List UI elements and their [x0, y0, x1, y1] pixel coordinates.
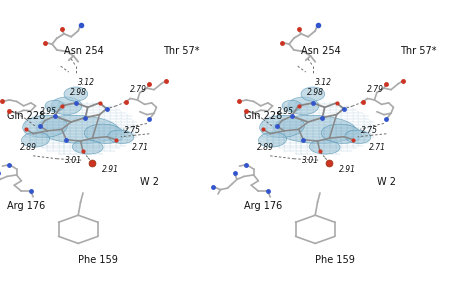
Text: 2.89: 2.89	[257, 143, 274, 151]
Ellipse shape	[282, 100, 301, 111]
Ellipse shape	[51, 97, 82, 115]
Ellipse shape	[23, 115, 67, 138]
Text: W 2: W 2	[140, 177, 159, 187]
Text: Thr 57*: Thr 57*	[401, 46, 437, 56]
Text: 2.75: 2.75	[124, 126, 141, 135]
Ellipse shape	[73, 140, 103, 154]
Text: Thr 57*: Thr 57*	[164, 46, 200, 56]
Text: Phe 159: Phe 159	[315, 255, 355, 265]
Ellipse shape	[301, 87, 325, 101]
Ellipse shape	[274, 115, 356, 143]
Ellipse shape	[260, 115, 304, 138]
Text: 3.12: 3.12	[315, 78, 332, 87]
Ellipse shape	[45, 100, 64, 111]
Text: 2.98: 2.98	[70, 88, 87, 97]
Text: Gln 228: Gln 228	[244, 111, 283, 121]
Text: 2.79: 2.79	[130, 85, 147, 94]
Ellipse shape	[21, 132, 50, 147]
Text: 2.98: 2.98	[307, 88, 324, 97]
Text: 2.75: 2.75	[361, 126, 378, 135]
Ellipse shape	[310, 140, 340, 154]
Text: 2.89: 2.89	[20, 143, 37, 151]
Text: Asn 254: Asn 254	[64, 46, 104, 56]
Ellipse shape	[37, 115, 119, 143]
Ellipse shape	[258, 132, 287, 147]
Ellipse shape	[288, 97, 319, 115]
Ellipse shape	[64, 87, 88, 101]
Text: 2.71: 2.71	[132, 143, 149, 151]
Text: Phe 159: Phe 159	[78, 255, 118, 265]
Ellipse shape	[108, 130, 134, 143]
Text: 2.79: 2.79	[367, 85, 384, 94]
Text: Gln 228: Gln 228	[7, 111, 46, 121]
Text: 2.91: 2.91	[339, 165, 356, 173]
Text: Arg 176: Arg 176	[7, 201, 46, 211]
Text: 3.12: 3.12	[78, 78, 95, 87]
Text: Asn 254: Asn 254	[301, 46, 341, 56]
Text: Arg 176: Arg 176	[244, 201, 283, 211]
Ellipse shape	[345, 130, 371, 143]
Text: 2.95: 2.95	[277, 107, 294, 116]
Text: 3.01: 3.01	[65, 156, 82, 165]
Ellipse shape	[321, 124, 361, 143]
Text: W 2: W 2	[377, 177, 396, 187]
Text: 3.01: 3.01	[302, 156, 319, 165]
Text: 2.71: 2.71	[369, 143, 386, 151]
Text: 2.95: 2.95	[40, 107, 57, 116]
Ellipse shape	[84, 124, 124, 143]
Text: 2.91: 2.91	[102, 165, 119, 173]
